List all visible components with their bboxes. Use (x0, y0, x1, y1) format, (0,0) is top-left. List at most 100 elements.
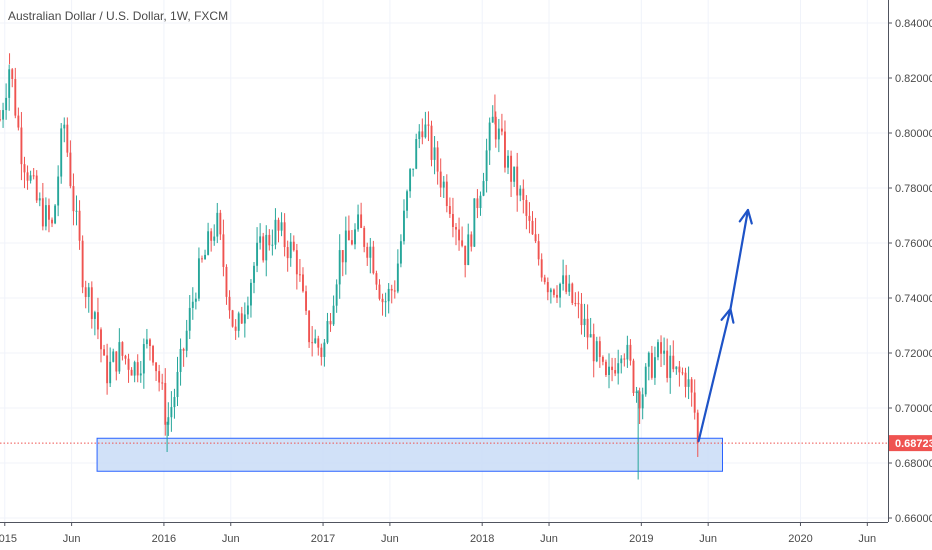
candle-body (461, 240, 464, 246)
candle-body (546, 282, 549, 293)
candle-body (341, 250, 344, 263)
candle-body (644, 366, 647, 395)
candle-body (559, 283, 561, 298)
candle-body (158, 371, 161, 383)
candle-body (145, 339, 148, 345)
candle-body (448, 206, 451, 214)
candle-body (415, 139, 418, 169)
candle-body (479, 195, 482, 209)
candle-body (497, 128, 500, 140)
candle-body (246, 305, 249, 315)
candle-body (598, 341, 601, 357)
candle-body (583, 318, 586, 326)
arrow-head-mid (720, 307, 735, 324)
candle-body (500, 128, 503, 132)
candle-body (605, 361, 607, 375)
candle-body (488, 122, 491, 151)
candle-body (29, 175, 32, 181)
candle-body (115, 351, 118, 372)
x-tick-label: 2015 (0, 533, 17, 545)
candle-body (75, 210, 78, 212)
candle-body (219, 212, 222, 235)
candle-body (164, 382, 167, 425)
candle-body (305, 291, 307, 311)
candle-body (510, 155, 513, 182)
candle-body (179, 348, 182, 372)
price-axis-bg (888, 0, 932, 550)
x-tick-label: Jun (63, 533, 81, 545)
candle-body (96, 312, 99, 330)
candle-body (155, 362, 158, 372)
candle-body (271, 244, 274, 246)
candle-body (109, 361, 112, 384)
candle-body (439, 171, 442, 188)
projection-arrow[interactable] (697, 208, 753, 443)
candle-body (638, 391, 641, 409)
candle-body (167, 417, 170, 425)
candle-body (494, 116, 497, 140)
candle-body (323, 342, 326, 357)
candle-body (5, 97, 8, 111)
candle-body (464, 245, 467, 266)
candle-body (507, 155, 509, 168)
candle-body (580, 303, 583, 326)
candle-body (436, 147, 439, 172)
candle-body (626, 344, 629, 360)
candle-body (317, 338, 320, 348)
candle-body (650, 352, 653, 378)
candle-body (586, 318, 589, 338)
candle-body (611, 366, 614, 371)
candle-body (592, 334, 595, 362)
candle-body (406, 191, 408, 211)
candle-body (20, 127, 23, 165)
candle-body (666, 350, 669, 378)
candle-body (326, 321, 329, 343)
y-tick-label: 0.70000 (895, 403, 932, 415)
candle-body (69, 152, 72, 187)
candle-body (387, 288, 390, 302)
candle-body (421, 131, 424, 138)
candle-body (228, 296, 231, 311)
support-zone[interactable] (96, 437, 723, 472)
x-tick-label: 2016 (152, 533, 176, 545)
candle-body (519, 188, 522, 196)
candle-body (11, 69, 14, 79)
price-tag-bg (889, 435, 932, 452)
candle-body (23, 164, 26, 173)
y-tick-label: 0.74000 (895, 293, 932, 305)
candle-body (525, 199, 528, 216)
y-tick-label: 0.68000 (895, 458, 932, 470)
candle-body (201, 258, 203, 260)
candle-body (451, 213, 454, 228)
candle-body (26, 172, 29, 181)
candle-body (540, 259, 543, 278)
x-tick-label: Jun (699, 533, 717, 545)
candle-body (133, 362, 136, 376)
candle-body (427, 124, 430, 126)
candle-body (60, 128, 63, 177)
candle-body (103, 349, 106, 356)
candle-body (565, 275, 568, 292)
candle-body (537, 241, 540, 260)
candle-body (84, 287, 87, 297)
candle-body (44, 205, 47, 227)
candle-body (130, 369, 133, 376)
candle-body (292, 241, 295, 251)
candle-body (152, 346, 154, 363)
candle-body (693, 392, 696, 413)
candle-body (614, 370, 617, 374)
candle-body (204, 254, 206, 260)
candle-body (41, 198, 44, 227)
y-tick-label: 0.80000 (895, 128, 932, 140)
candle-body (350, 240, 353, 245)
candle-body (470, 234, 473, 247)
candle-body (0, 119, 1, 121)
candle-body (243, 314, 246, 324)
support-zone-rect[interactable] (96, 437, 723, 472)
candle-body (531, 220, 534, 235)
candle-body (684, 372, 687, 387)
chart-title: Australian Dollar / U.S. Dollar, 1W, FXC… (8, 9, 228, 23)
candle-body (216, 212, 219, 237)
candle-body (393, 290, 396, 292)
